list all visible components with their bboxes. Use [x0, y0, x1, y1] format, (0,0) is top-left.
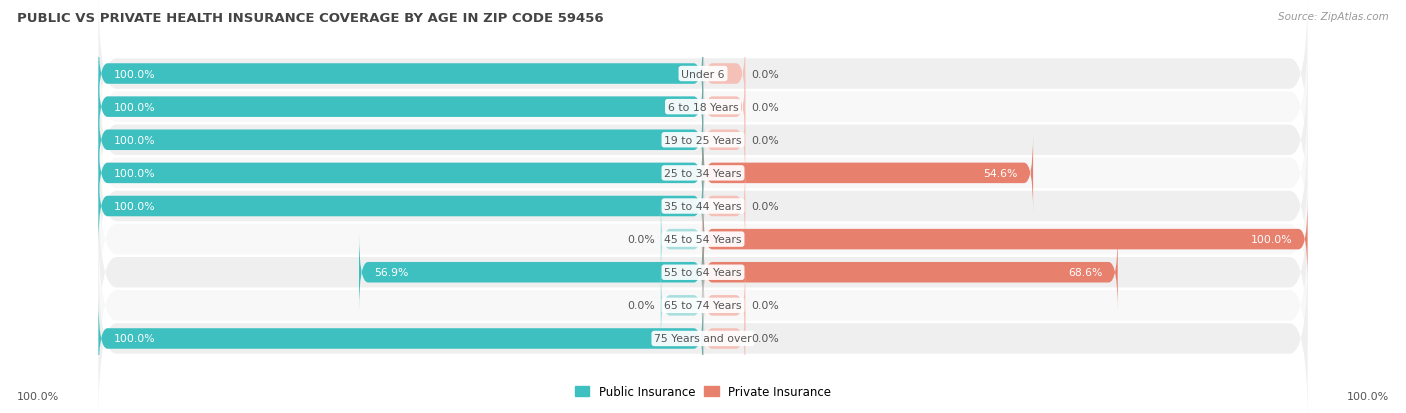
Text: 0.0%: 0.0% [751, 301, 779, 311]
FancyBboxPatch shape [703, 35, 745, 114]
Legend: Public Insurance, Private Insurance: Public Insurance, Private Insurance [571, 380, 835, 403]
Text: 35 to 44 Years: 35 to 44 Years [664, 202, 742, 211]
FancyBboxPatch shape [703, 266, 745, 345]
FancyBboxPatch shape [703, 134, 1033, 213]
FancyBboxPatch shape [98, 255, 1308, 413]
FancyBboxPatch shape [359, 233, 703, 312]
Text: 65 to 74 Years: 65 to 74 Years [664, 301, 742, 311]
FancyBboxPatch shape [98, 0, 1308, 158]
Text: 0.0%: 0.0% [627, 235, 655, 244]
FancyBboxPatch shape [98, 57, 1308, 224]
Text: 55 to 64 Years: 55 to 64 Years [664, 268, 742, 278]
FancyBboxPatch shape [98, 101, 703, 180]
Text: 0.0%: 0.0% [627, 301, 655, 311]
FancyBboxPatch shape [98, 189, 1308, 356]
FancyBboxPatch shape [661, 200, 703, 279]
Text: 0.0%: 0.0% [751, 102, 779, 112]
Text: 0.0%: 0.0% [751, 135, 779, 145]
Text: 56.9%: 56.9% [374, 268, 409, 278]
FancyBboxPatch shape [98, 167, 703, 246]
FancyBboxPatch shape [98, 90, 1308, 257]
FancyBboxPatch shape [703, 233, 1118, 312]
FancyBboxPatch shape [703, 167, 745, 246]
FancyBboxPatch shape [98, 68, 703, 147]
FancyBboxPatch shape [98, 134, 703, 213]
FancyBboxPatch shape [703, 101, 745, 180]
Text: 100.0%: 100.0% [1347, 391, 1389, 401]
Text: Source: ZipAtlas.com: Source: ZipAtlas.com [1278, 12, 1389, 22]
Text: 6 to 18 Years: 6 to 18 Years [668, 102, 738, 112]
Text: 54.6%: 54.6% [984, 169, 1018, 178]
Text: 100.0%: 100.0% [114, 69, 155, 79]
FancyBboxPatch shape [98, 222, 1308, 389]
Text: PUBLIC VS PRIVATE HEALTH INSURANCE COVERAGE BY AGE IN ZIP CODE 59456: PUBLIC VS PRIVATE HEALTH INSURANCE COVER… [17, 12, 603, 25]
Text: 100.0%: 100.0% [114, 135, 155, 145]
FancyBboxPatch shape [98, 156, 1308, 323]
Text: 68.6%: 68.6% [1069, 268, 1102, 278]
FancyBboxPatch shape [703, 299, 745, 378]
Text: 19 to 25 Years: 19 to 25 Years [664, 135, 742, 145]
Text: 0.0%: 0.0% [751, 334, 779, 344]
Text: 100.0%: 100.0% [17, 391, 59, 401]
FancyBboxPatch shape [703, 200, 1308, 279]
FancyBboxPatch shape [661, 266, 703, 345]
Text: 75 Years and over: 75 Years and over [654, 334, 752, 344]
FancyBboxPatch shape [98, 299, 703, 378]
Text: 25 to 34 Years: 25 to 34 Years [664, 169, 742, 178]
Text: 100.0%: 100.0% [114, 169, 155, 178]
FancyBboxPatch shape [98, 35, 703, 114]
Text: 0.0%: 0.0% [751, 69, 779, 79]
Text: Under 6: Under 6 [682, 69, 724, 79]
Text: 0.0%: 0.0% [751, 202, 779, 211]
Text: 100.0%: 100.0% [114, 334, 155, 344]
FancyBboxPatch shape [98, 123, 1308, 290]
FancyBboxPatch shape [703, 68, 745, 147]
Text: 100.0%: 100.0% [114, 102, 155, 112]
Text: 100.0%: 100.0% [1251, 235, 1292, 244]
FancyBboxPatch shape [98, 24, 1308, 191]
Text: 100.0%: 100.0% [114, 202, 155, 211]
Text: 45 to 54 Years: 45 to 54 Years [664, 235, 742, 244]
